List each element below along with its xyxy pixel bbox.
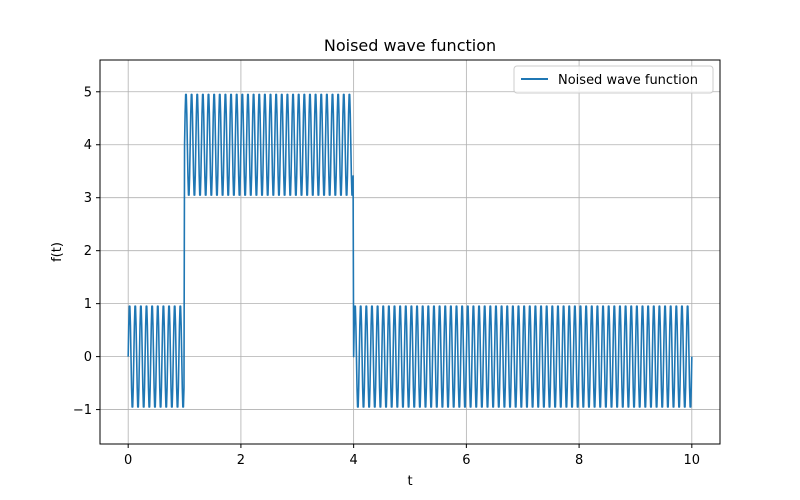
y-tick-label: 2	[84, 244, 92, 259]
plot-area-frame	[99, 59, 721, 445]
y-axis-label: f(t)	[50, 242, 65, 262]
legend-box	[513, 65, 714, 94]
y-tick-label: 0	[84, 350, 92, 365]
chart-title: Noised wave function	[324, 36, 496, 55]
x-axis-label: t	[407, 474, 412, 489]
y-tick-label: 5	[84, 85, 92, 100]
x-tick-label: 4	[349, 453, 357, 468]
x-tick-label: 2	[237, 453, 245, 468]
y-tick-label: 1	[84, 297, 92, 312]
series-line-noised-wave	[127, 93, 693, 408]
y-axis-ticks: −1 0 1 2 3 4 5	[73, 85, 100, 418]
series-layer	[127, 93, 693, 408]
legend: Noised wave function	[513, 65, 714, 94]
y-tick-label: 4	[84, 138, 92, 153]
y-tick-label: −1	[73, 403, 92, 418]
x-tick-label: 10	[684, 453, 701, 468]
x-tick-label: 8	[575, 453, 583, 468]
x-tick-label: 6	[462, 453, 470, 468]
x-tick-label: 0	[124, 453, 132, 468]
x-axis-ticks: 0 2 4 6 8 10	[124, 444, 700, 468]
y-tick-label: 3	[84, 191, 92, 206]
legend-entry-label: Noised wave function	[558, 73, 698, 88]
